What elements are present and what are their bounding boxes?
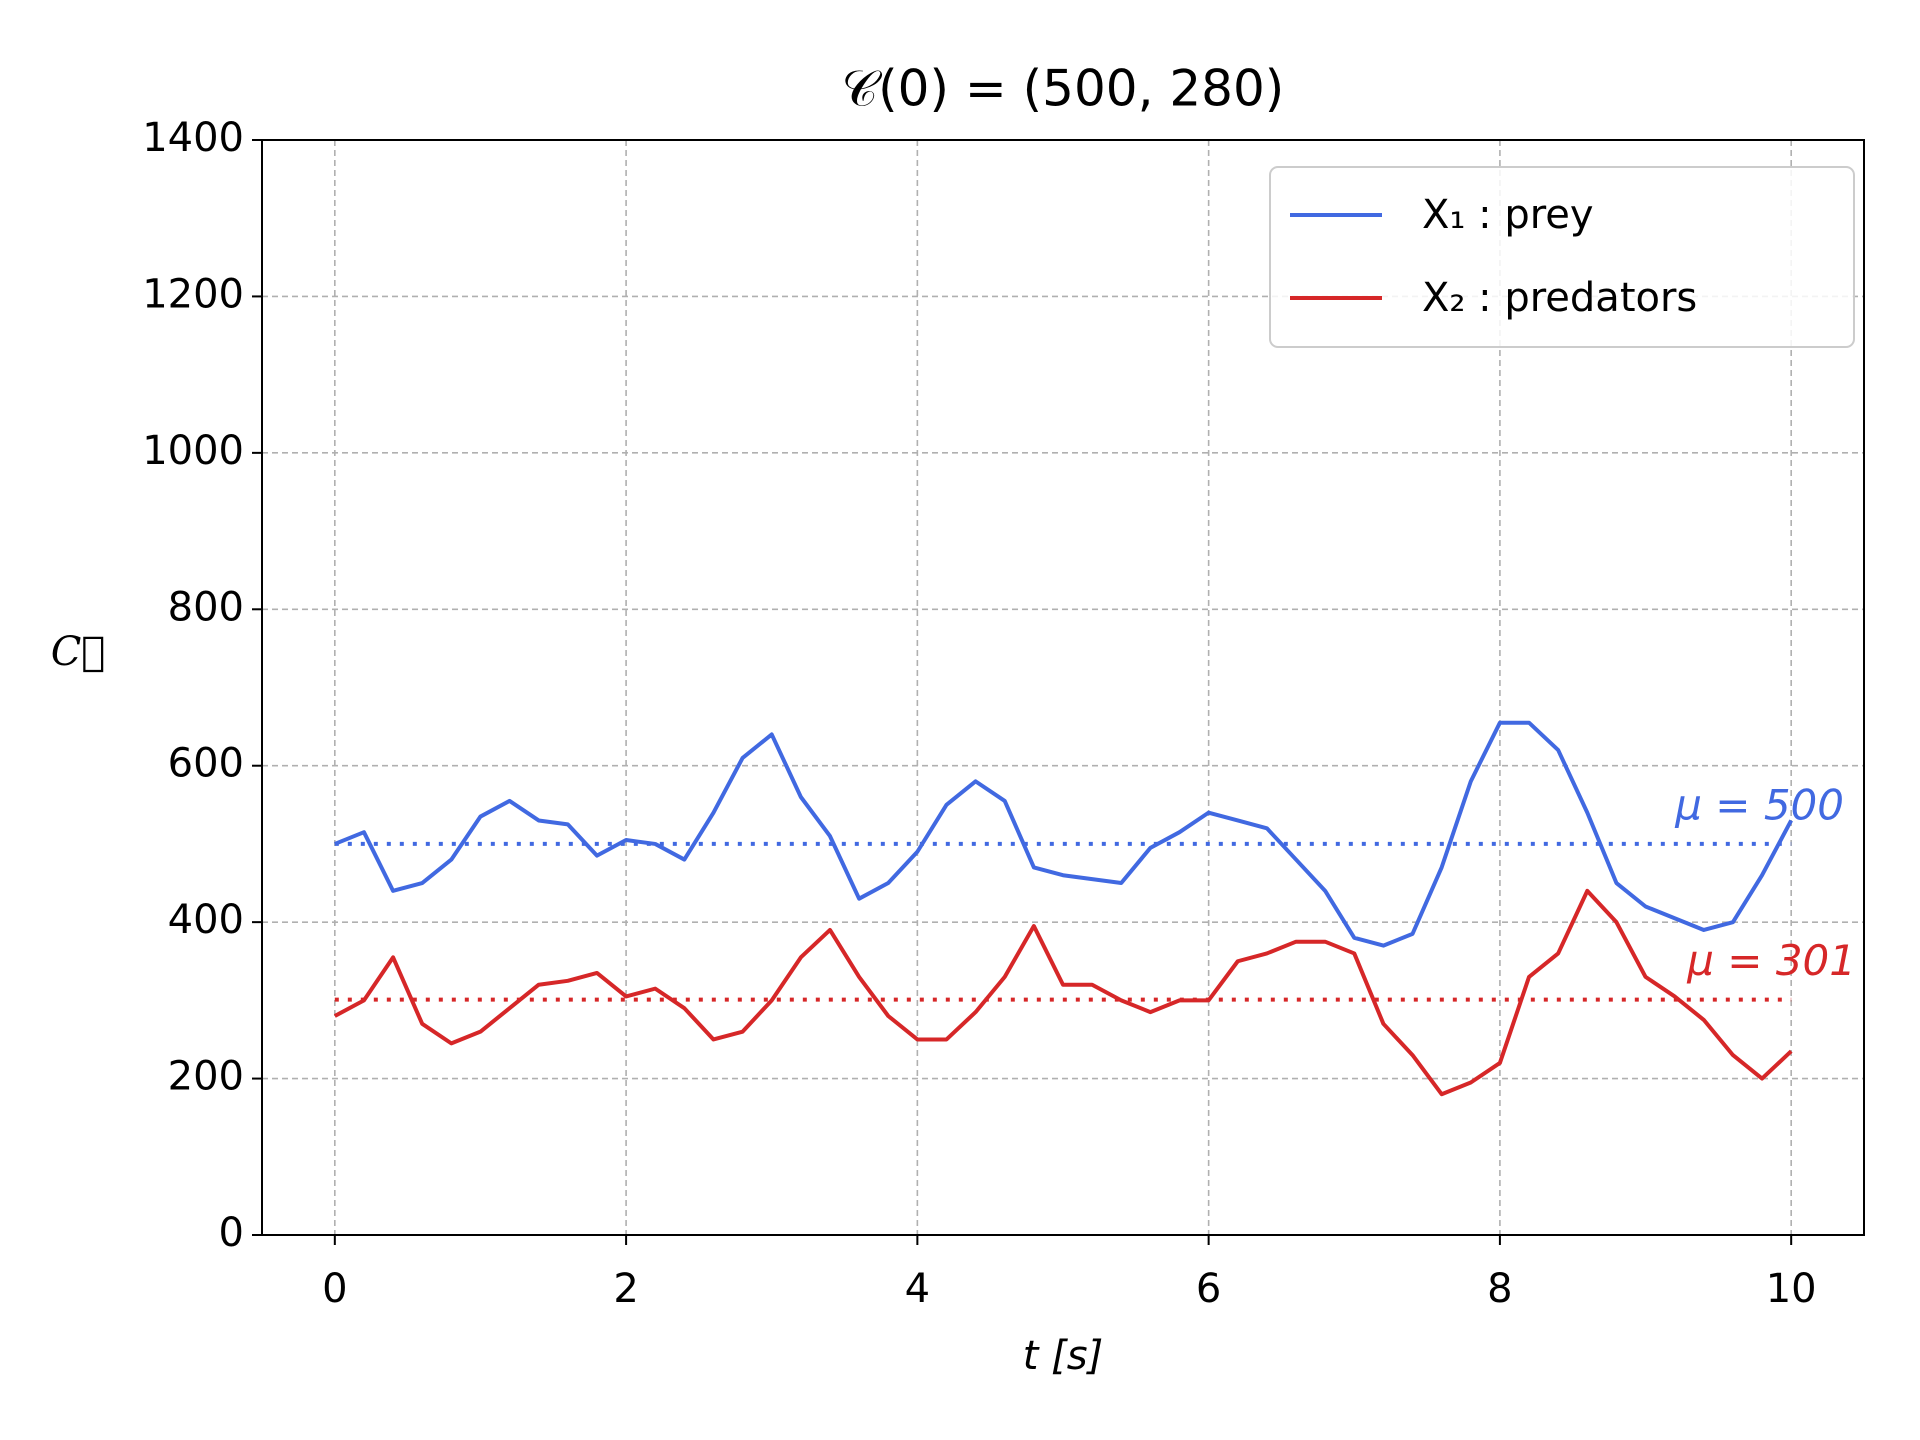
x-tick-label: 10 — [1766, 1266, 1817, 1312]
legend-label: X₂ : predators — [1422, 275, 1697, 321]
chart-title: 𝒞(0) = (500, 280) — [842, 60, 1285, 118]
y-tick-label: 1000 — [142, 428, 244, 474]
y-tick-label: 200 — [168, 1054, 244, 1100]
y-tick-label: 400 — [168, 897, 244, 943]
y-tick-label: 1400 — [142, 115, 244, 161]
mean-label: μ = 301 — [1686, 936, 1856, 985]
x-tick-label: 2 — [613, 1266, 638, 1312]
x-axis-label: t [s] — [1023, 1333, 1103, 1379]
x-tick-label: 0 — [322, 1266, 347, 1312]
legend-box — [1269, 166, 1855, 348]
x-tick-label: 8 — [1487, 1266, 1512, 1312]
series-line — [333, 888, 1793, 1097]
mean-label: μ = 500 — [1674, 780, 1844, 829]
series-line — [334, 720, 1793, 948]
plot-frame — [261, 139, 1865, 1236]
y-axis-label: C⃗ — [51, 629, 106, 675]
legend-label: X₁ : prey — [1422, 192, 1594, 238]
y-tick-label: 1200 — [142, 271, 244, 317]
x-tick-label: 6 — [1196, 1266, 1221, 1312]
y-tick-label: 600 — [168, 741, 244, 787]
y-tick-label: 800 — [168, 584, 244, 630]
x-tick-label: 4 — [905, 1266, 930, 1312]
y-tick-label: 0 — [219, 1210, 244, 1256]
